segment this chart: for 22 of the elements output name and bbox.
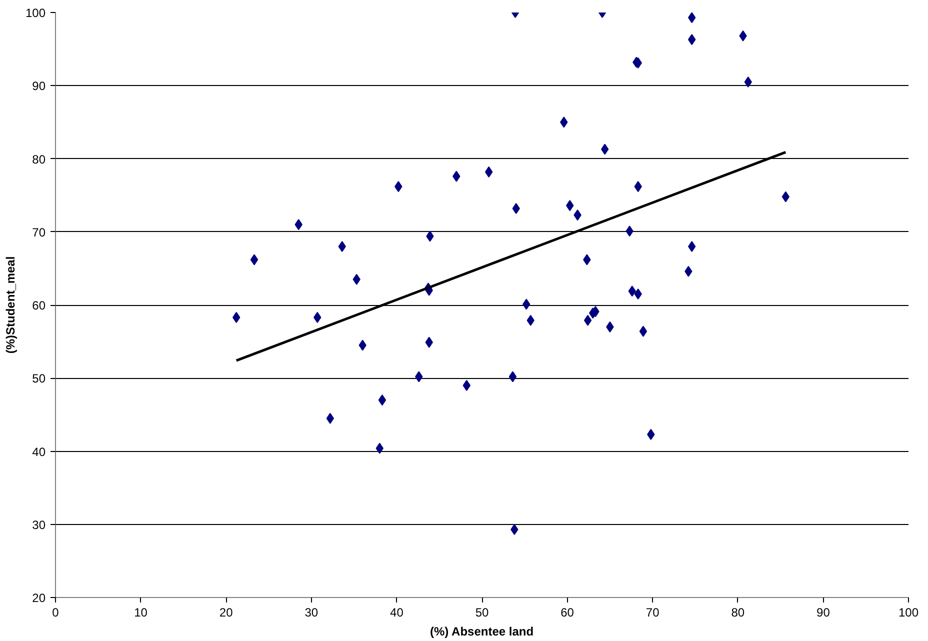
y-tick-label: 90 xyxy=(32,79,46,94)
x-tick-label: 90 xyxy=(816,606,830,620)
y-tick-label: 80 xyxy=(32,152,46,166)
y-axis-title: (%)Student_meal xyxy=(3,256,18,354)
y-tick-label: 20 xyxy=(32,591,46,605)
x-tick-label: 0 xyxy=(52,606,60,620)
y-tick-label: 100 xyxy=(25,6,46,20)
x-tick-label: 40 xyxy=(390,606,404,620)
x-tick-label: 60 xyxy=(560,606,574,620)
y-tick-label: 50 xyxy=(32,372,46,386)
x-tick-label: 80 xyxy=(731,606,745,620)
y-tick-label: 30 xyxy=(32,518,46,532)
x-axis-title: (%) Absentee land xyxy=(430,624,534,638)
x-tick-label: 10 xyxy=(134,606,148,620)
x-tick-label: 20 xyxy=(219,606,234,620)
y-tick-label: 70 xyxy=(32,225,46,240)
y-tick-label: 60 xyxy=(32,298,46,312)
x-tick-label: 100 xyxy=(898,606,919,620)
x-tick-label: 30 xyxy=(304,606,318,620)
x-tick-label: 70 xyxy=(646,606,660,620)
y-tick-label: 40 xyxy=(32,444,46,459)
x-tick-label: 50 xyxy=(475,606,489,620)
